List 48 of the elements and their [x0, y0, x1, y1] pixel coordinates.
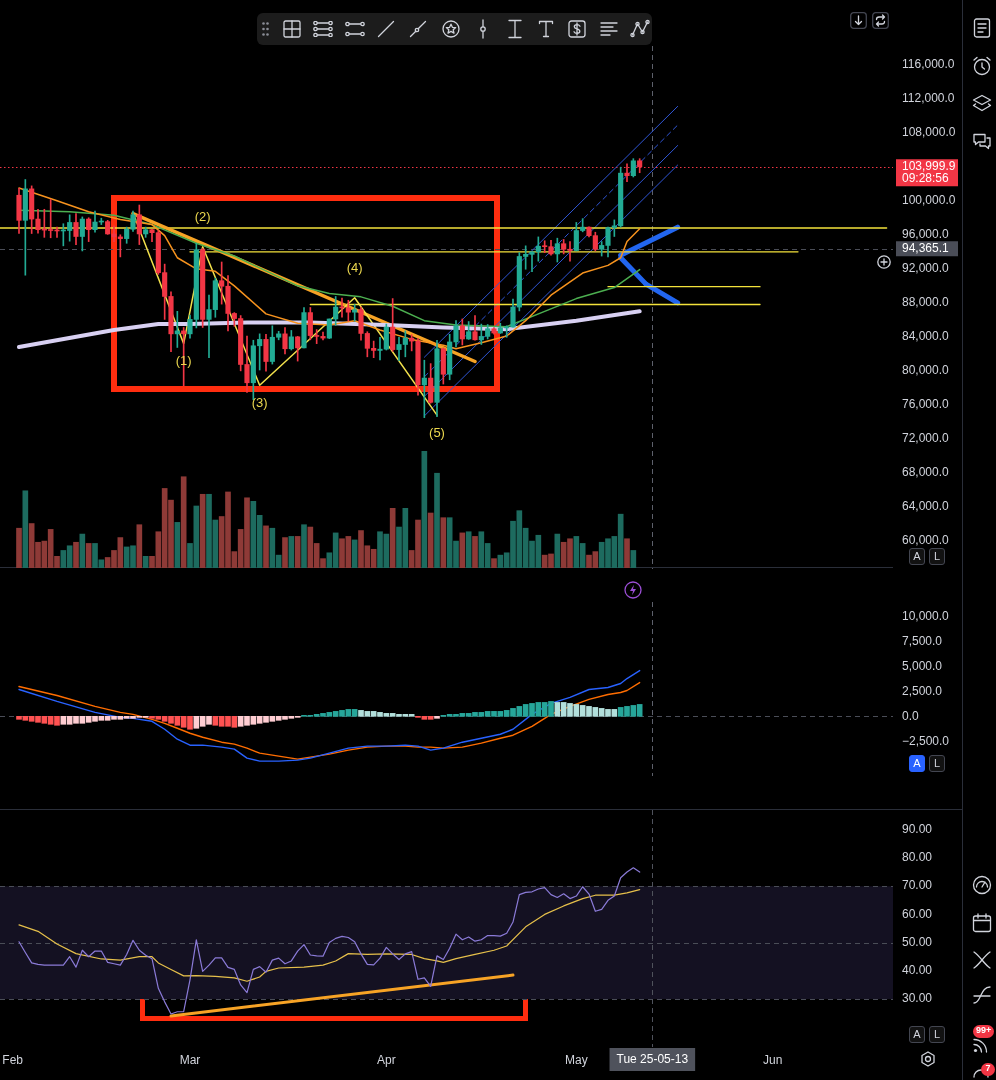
annotation: (4): [346, 260, 363, 276]
x-tick-label: Apr: [376, 1052, 396, 1067]
text: 09:28:56: [902, 171, 950, 186]
y-tick-label: 2,500.0: [902, 683, 943, 698]
scale-button: A: [909, 755, 925, 772]
ref-line-label: 103,999.9: [902, 159, 956, 174]
scale-button: L: [929, 1026, 945, 1043]
y-tick-label: 0.0: [902, 708, 920, 723]
notification-badge: 99+: [973, 1025, 995, 1038]
y-tick-label: 116,000.0: [902, 57, 955, 72]
y-tick-label: 60.00: [902, 906, 933, 921]
x-tick-label: May: [565, 1052, 588, 1067]
ref-line-label: 94,365.1: [902, 241, 950, 256]
x-tick-label: Feb: [2, 1052, 24, 1067]
y-tick-label: 100,000.0: [902, 193, 956, 208]
y-tick-label: 30.00: [902, 991, 933, 1006]
y-tick-label: 92,000.0: [902, 261, 950, 276]
notification-badge: 7: [981, 1063, 995, 1076]
y-tick-label: 80.00: [902, 850, 933, 865]
ref-line-label: Tue 25-05-13: [616, 1051, 689, 1066]
x-tick-label: Jun: [762, 1052, 783, 1067]
y-tick-label: 84,000.0: [902, 329, 950, 344]
scale-button: A: [909, 548, 925, 565]
y-tick-label: 5,000.0: [902, 658, 943, 673]
y-tick-label: 108,000.0: [902, 125, 956, 140]
y-tick-label: 88,000.0: [902, 295, 950, 310]
y-tick-label: 68,000.0: [902, 465, 950, 480]
y-tick-label: 60,000.0: [902, 533, 950, 548]
x-tick-label: Mar: [179, 1052, 201, 1067]
scale-button: L: [929, 755, 945, 772]
annotation: (3): [251, 394, 268, 410]
y-tick-label: −2,500.0: [902, 733, 950, 748]
y-tick-label: 76,000.0: [902, 397, 950, 412]
y-tick-label: 90.00: [902, 822, 933, 837]
y-tick-label: 50.00: [902, 934, 933, 949]
y-tick-label: 96,000.0: [902, 227, 950, 242]
y-tick-label: 7,500.0: [902, 634, 943, 649]
y-tick-label: 80,000.0: [902, 363, 950, 378]
y-tick-label: 40.00: [902, 963, 933, 978]
y-tick-label: 112,000.0: [902, 91, 955, 106]
y-tick-label: 64,000.0: [902, 499, 950, 514]
y-tick-label: 72,000.0: [902, 431, 950, 446]
y-tick-label: 70.00: [902, 878, 933, 893]
annotation: (2): [194, 209, 211, 225]
scale-button: A: [909, 1026, 925, 1043]
y-tick-label: 10,000.0: [902, 609, 950, 624]
scale-button: L: [929, 548, 945, 565]
annotation: (5): [429, 424, 445, 440]
